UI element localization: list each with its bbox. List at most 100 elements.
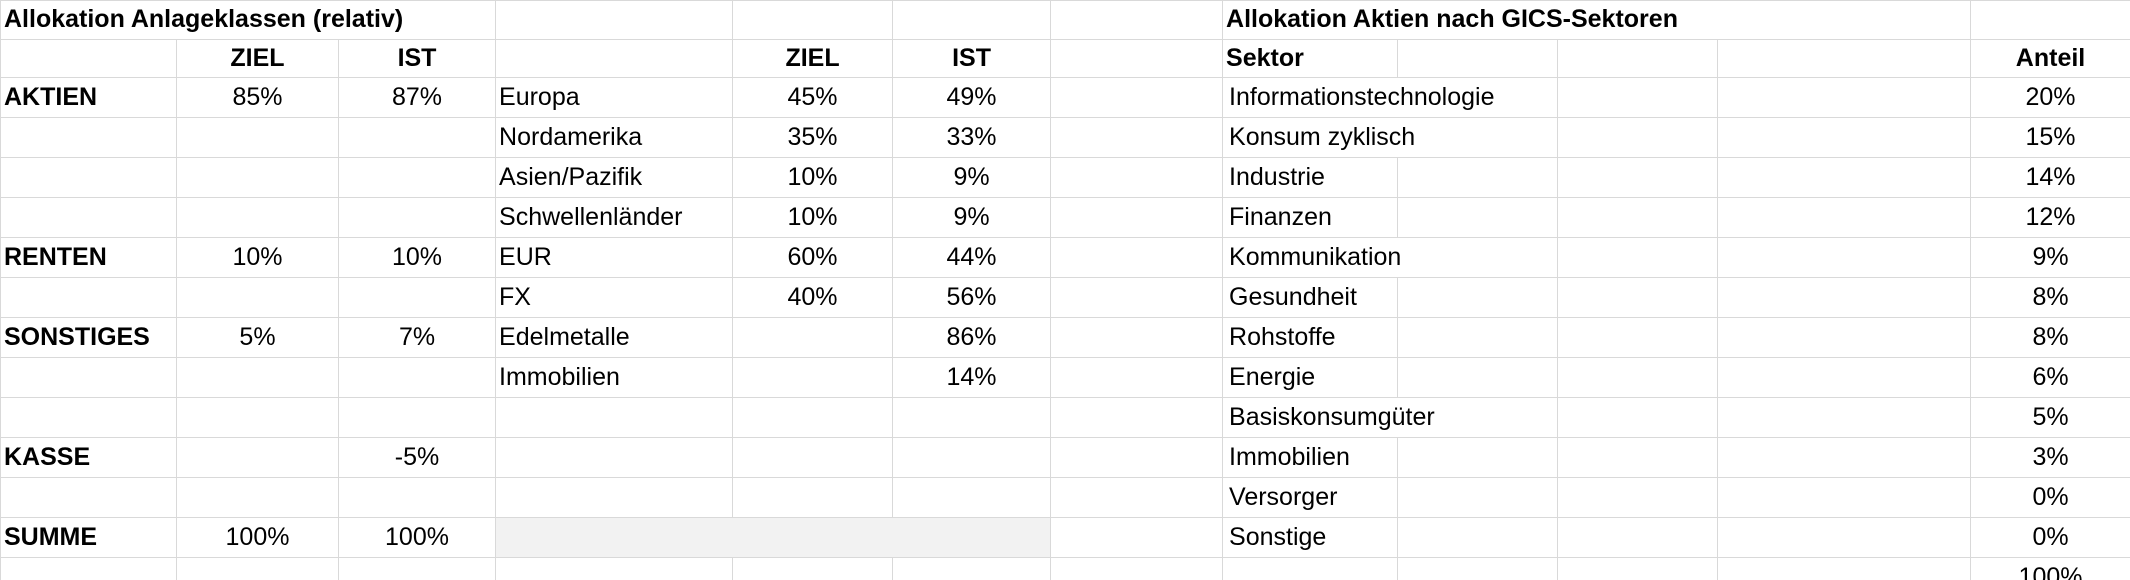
right-table-title[interactable]: Allokation Aktien nach GICS-Sektoren (1222, 0, 1972, 40)
empty-cell[interactable] (1970, 0, 2130, 40)
cell-aktien-ziel[interactable]: 85% (176, 77, 339, 119)
cell-fx-ziel[interactable]: 40% (732, 277, 894, 319)
empty-cell[interactable] (337, 277, 497, 319)
empty-cell[interactable] (892, 397, 1052, 439)
empty-cell[interactable] (1717, 317, 1972, 359)
empty-cell[interactable] (337, 157, 497, 199)
empty-cell[interactable] (337, 397, 497, 439)
empty-cell[interactable] (1050, 557, 1224, 580)
empty-cell[interactable] (1050, 517, 1224, 559)
cell-sektor-rohstoffe[interactable]: Rohstoffe (1222, 317, 1399, 359)
empty-cell[interactable] (1050, 317, 1224, 359)
cell-sektor-finanzen[interactable]: Finanzen (1222, 197, 1399, 239)
cell-sektor-immobilien[interactable]: Immobilien (1222, 437, 1399, 479)
empty-cell[interactable] (176, 477, 339, 519)
cell-anteil-basiskonsumgueter[interactable]: 5% (1970, 397, 2130, 439)
empty-cell[interactable] (1557, 117, 1719, 159)
cell-sektor-sonstige[interactable]: Sonstige (1222, 517, 1399, 559)
cell-nordamerika-label[interactable]: Nordamerika (495, 117, 734, 159)
ist-header-cell[interactable]: IST (337, 38, 497, 79)
cell-kasse-ziel[interactable] (176, 437, 339, 479)
empty-cell[interactable] (176, 557, 339, 580)
empty-cell[interactable] (1557, 77, 1719, 119)
cell-anteil-rohstoffe[interactable]: 8% (1970, 317, 2130, 359)
empty-cell[interactable] (1050, 437, 1224, 479)
empty-header-cell[interactable] (1717, 38, 1972, 79)
empty-cell[interactable] (1557, 357, 1719, 399)
cell-sektor-konsum-zyklisch[interactable]: Konsum zyklisch (1222, 117, 1424, 159)
cell-immobilien-ist[interactable]: 14% (892, 357, 1052, 399)
cell-renten-ziel[interactable]: 10% (176, 237, 339, 279)
empty-cell[interactable] (495, 0, 734, 40)
cell-schwellenlaender-ist[interactable]: 9% (892, 197, 1052, 239)
cell-summe-label[interactable]: SUMME (0, 517, 177, 559)
empty-cell[interactable] (176, 117, 339, 159)
empty-cell[interactable] (0, 277, 177, 319)
empty-cell[interactable] (1717, 357, 1972, 399)
empty-cell[interactable] (1397, 517, 1559, 559)
cell-edelmetalle-ist[interactable]: 86% (892, 317, 1052, 359)
cell-anteil-industrie[interactable]: 14% (1970, 157, 2130, 199)
empty-cell[interactable] (1050, 77, 1224, 119)
empty-cell[interactable] (1717, 237, 1972, 279)
empty-cell[interactable] (0, 557, 177, 580)
empty-cell[interactable] (1717, 437, 1972, 479)
empty-cell[interactable] (1557, 517, 1719, 559)
empty-cell[interactable] (0, 157, 177, 199)
cell-sektor-basiskonsumgueter[interactable]: Basiskonsumgüter (1222, 397, 1443, 439)
empty-cell[interactable] (1557, 197, 1719, 239)
empty-cell[interactable] (1397, 237, 1559, 279)
cell-aktien-label[interactable]: AKTIEN (0, 77, 177, 119)
cell-anteil-versorger[interactable]: 0% (1970, 477, 2130, 519)
empty-cell[interactable] (892, 0, 1052, 40)
empty-cell[interactable] (732, 557, 894, 580)
empty-cell[interactable] (176, 397, 339, 439)
empty-header-cell[interactable] (1557, 38, 1719, 79)
cell-anteil-immobilien[interactable]: 3% (1970, 437, 2130, 479)
cell-eur-label[interactable]: EUR (495, 237, 734, 279)
empty-cell[interactable] (0, 117, 177, 159)
empty-cell[interactable] (1397, 317, 1559, 359)
empty-cell[interactable] (337, 357, 497, 399)
cell-asien-pazifik-label[interactable]: Asien/Pazifik (495, 157, 734, 199)
summe-shaded-cell[interactable] (495, 517, 1052, 559)
empty-cell[interactable] (1397, 437, 1559, 479)
empty-cell[interactable] (732, 0, 894, 40)
empty-cell[interactable] (495, 557, 734, 580)
cell-anteil-informationstechnologie[interactable]: 20% (1970, 77, 2130, 119)
sektor-header-cell[interactable]: Sektor (1222, 38, 1399, 79)
empty-cell[interactable] (1717, 197, 1972, 239)
empty-cell[interactable] (1717, 477, 1972, 519)
empty-total-cell[interactable] (1557, 557, 1719, 580)
cell-anteil-gesundheit[interactable]: 8% (1970, 277, 2130, 319)
cell-nordamerika-ziel[interactable]: 35% (732, 117, 894, 159)
cell-anteil-total[interactable]: 100% (1970, 557, 2130, 580)
empty-cell[interactable] (1050, 237, 1224, 279)
cell-kasse-ist[interactable]: -5% (337, 437, 497, 479)
empty-cell[interactable] (1717, 517, 1972, 559)
empty-cell[interactable] (892, 477, 1052, 519)
empty-cell[interactable] (1397, 157, 1559, 199)
empty-cell[interactable] (176, 357, 339, 399)
ziel-header-cell[interactable]: ZIEL (176, 38, 339, 79)
empty-cell[interactable] (1050, 117, 1224, 159)
empty-cell[interactable] (176, 277, 339, 319)
cell-europa-label[interactable]: Europa (495, 77, 734, 119)
empty-cell[interactable] (1050, 357, 1224, 399)
empty-header-cell[interactable] (495, 38, 734, 79)
cell-kasse-label[interactable]: KASSE (0, 437, 177, 479)
empty-cell[interactable] (1717, 157, 1972, 199)
empty-cell[interactable] (337, 477, 497, 519)
empty-cell[interactable] (1050, 477, 1224, 519)
empty-cell[interactable] (1397, 277, 1559, 319)
empty-cell[interactable] (1050, 157, 1224, 199)
cell-sektor-versorger[interactable]: Versorger (1222, 477, 1399, 519)
cell-sonstiges-ist[interactable]: 7% (337, 317, 497, 359)
cell-sektor-kommunikation[interactable]: Kommunikation (1222, 237, 1410, 279)
empty-cell[interactable] (732, 397, 894, 439)
empty-cell[interactable] (0, 197, 177, 239)
empty-cell[interactable] (1050, 197, 1224, 239)
empty-cell[interactable] (495, 437, 734, 479)
empty-cell[interactable] (0, 357, 177, 399)
cell-anteil-finanzen[interactable]: 12% (1970, 197, 2130, 239)
